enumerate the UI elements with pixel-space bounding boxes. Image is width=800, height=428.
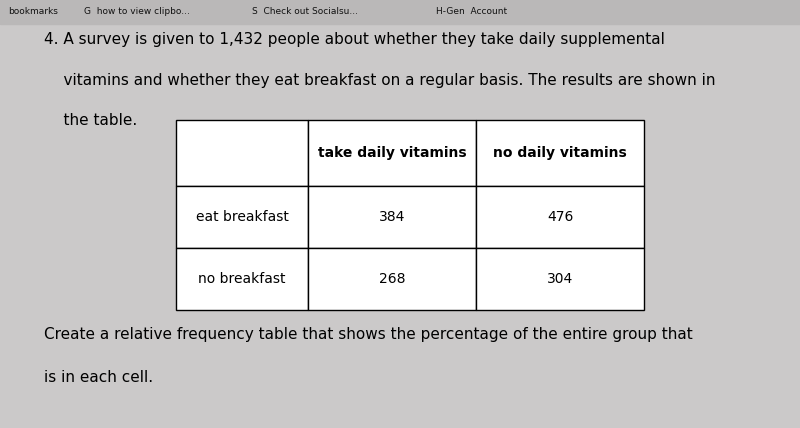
Bar xyxy=(308,120,476,186)
Bar xyxy=(476,120,644,186)
Bar xyxy=(0,0,800,24)
Bar xyxy=(476,248,644,310)
Text: 476: 476 xyxy=(547,210,573,224)
Bar xyxy=(176,120,308,186)
Text: S  Check out Socialsu...: S Check out Socialsu... xyxy=(252,7,358,16)
Text: take daily vitamins: take daily vitamins xyxy=(318,146,466,160)
Bar xyxy=(308,248,476,310)
Text: the table.: the table. xyxy=(44,113,138,128)
Bar xyxy=(176,248,308,310)
Bar xyxy=(476,186,644,248)
Text: vitamins and whether they eat breakfast on a regular basis. The results are show: vitamins and whether they eat breakfast … xyxy=(44,73,715,88)
Text: is in each cell.: is in each cell. xyxy=(44,370,153,385)
Text: no daily vitamins: no daily vitamins xyxy=(493,146,627,160)
Text: no breakfast: no breakfast xyxy=(198,272,286,286)
Text: eat breakfast: eat breakfast xyxy=(195,210,289,224)
Bar xyxy=(308,186,476,248)
Text: Create a relative frequency table that shows the percentage of the entire group : Create a relative frequency table that s… xyxy=(44,327,693,342)
Text: bookmarks: bookmarks xyxy=(8,7,58,16)
Text: H-Gen  Account: H-Gen Account xyxy=(436,7,507,16)
Text: 4. A survey is given to 1,432 people about whether they take daily supplemental: 4. A survey is given to 1,432 people abo… xyxy=(44,32,665,47)
Bar xyxy=(176,186,308,248)
Text: 304: 304 xyxy=(547,272,573,286)
Text: 384: 384 xyxy=(379,210,405,224)
Text: G  how to view clipbo...: G how to view clipbo... xyxy=(84,7,190,16)
Text: 268: 268 xyxy=(378,272,406,286)
